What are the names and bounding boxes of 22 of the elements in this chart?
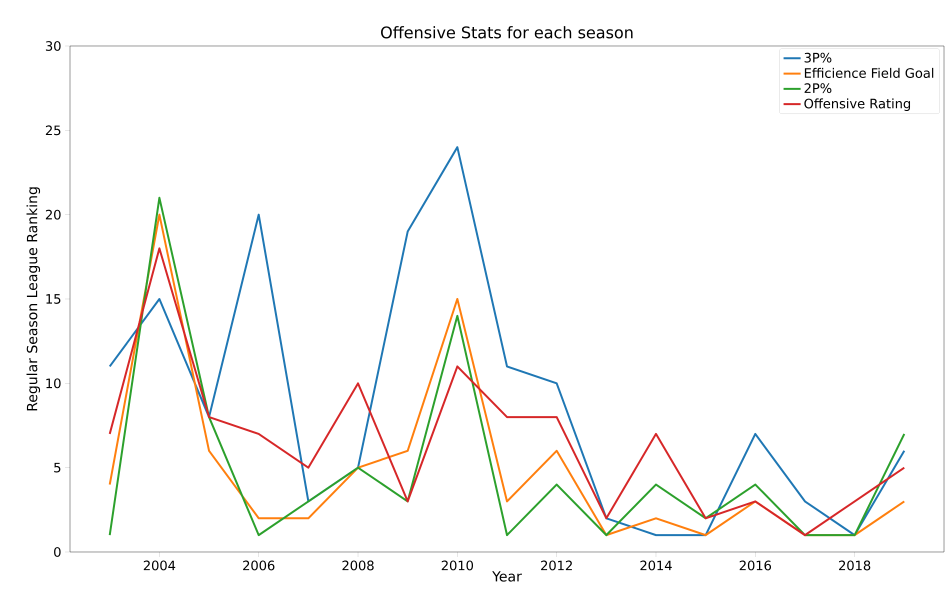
x-tick-label: 2008 (342, 560, 374, 570)
x-tick-label: 2012 (541, 560, 572, 570)
legend-label: 2P% (804, 83, 832, 94)
x-tick-label: 2004 (144, 560, 176, 570)
y-axis-title: Regular Season League Ranking (26, 187, 40, 410)
x-tick-label: 2010 (442, 560, 474, 570)
x-tick-label: 2006 (243, 560, 274, 570)
y-tick-label: 15 (46, 294, 60, 304)
chart-title: Offensive Stats for each season (381, 26, 633, 38)
y-tick-label: 25 (46, 125, 60, 136)
legend-label: Efficience Field Goal (804, 68, 934, 78)
y-tick-label: 30 (46, 41, 61, 51)
legend-label: Offensive Rating (804, 98, 910, 111)
y-tick-label: 0 (54, 547, 61, 557)
x-tick-label: 2018 (839, 560, 870, 570)
y-tick-label: 10 (46, 378, 61, 388)
legend-label: 3P% (804, 52, 832, 63)
y-tick-label: 20 (46, 210, 61, 220)
x-tick-label: 2014 (640, 560, 672, 570)
y-tick-label: 5 (54, 462, 60, 472)
x-axis-title: Year (492, 571, 522, 582)
x-tick-label: 2016 (740, 560, 772, 570)
